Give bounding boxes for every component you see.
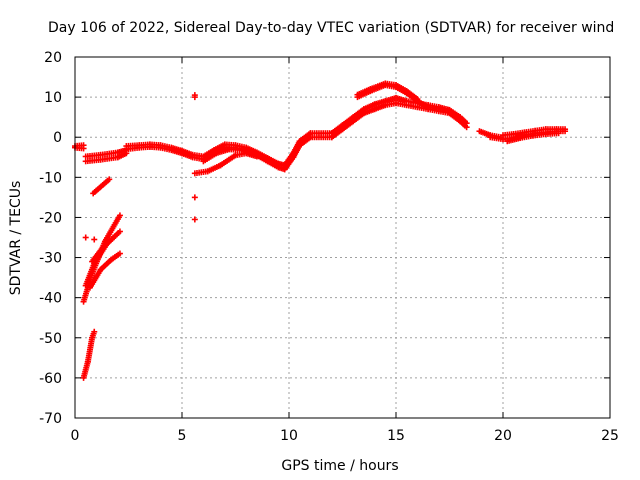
x-tick-label: 25 xyxy=(601,428,619,444)
y-tick-label: -20 xyxy=(39,210,62,226)
y-tick-label: -70 xyxy=(39,411,62,427)
x-tick-label: 10 xyxy=(280,428,298,444)
x-tick-label: 15 xyxy=(387,428,405,444)
point-isolated xyxy=(191,94,198,101)
y-axis-title: SDTVAR / TECUs xyxy=(8,181,24,296)
point-late-trace xyxy=(562,126,569,133)
point-early-steep-5 xyxy=(110,234,117,241)
x-tick-label: 5 xyxy=(178,428,187,444)
point-early-steep-4 xyxy=(116,250,123,257)
point-isolated xyxy=(191,216,198,223)
point-late-trace xyxy=(555,130,562,137)
y-tick-label: 0 xyxy=(53,130,62,146)
point-early-steep-3 xyxy=(116,228,123,235)
point-early-steep-1 xyxy=(106,176,113,183)
point-early-deep xyxy=(91,328,98,335)
y-tick-label: -60 xyxy=(39,371,62,387)
point-early-steep-2 xyxy=(116,212,123,219)
grid xyxy=(75,57,610,418)
x-axis-title: GPS time / hours xyxy=(281,458,398,474)
point-upper-arc xyxy=(414,96,421,103)
y-tick-label: 10 xyxy=(44,90,62,106)
plot-frame xyxy=(74,56,611,419)
x-tick-labels: 0 5 10 15 20 25 xyxy=(71,428,619,444)
chart-title: Day 106 of 2022, Sidereal Day-to-day VTE… xyxy=(48,20,614,36)
point-isolated xyxy=(191,194,198,201)
data-points xyxy=(72,80,569,381)
y-tick-label: -10 xyxy=(39,170,62,186)
point-isolated xyxy=(91,236,98,243)
axis-ticks xyxy=(74,56,611,419)
y-tick-label: -50 xyxy=(39,331,62,347)
y-tick-label: 20 xyxy=(44,50,62,66)
x-tick-label: 0 xyxy=(71,428,80,444)
point-isolated xyxy=(82,234,89,241)
y-tick-label: -40 xyxy=(39,291,62,307)
point-main-trace xyxy=(463,120,470,127)
point-dip-mid xyxy=(264,156,271,163)
point-upper-arc xyxy=(435,106,442,113)
y-tick-labels: 20 10 0 -10 -20 -30 -40 -50 -60 -70 xyxy=(39,50,62,427)
y-tick-label: -30 xyxy=(39,251,62,267)
x-tick-label: 20 xyxy=(494,428,512,444)
point-start-cluster xyxy=(80,145,87,152)
